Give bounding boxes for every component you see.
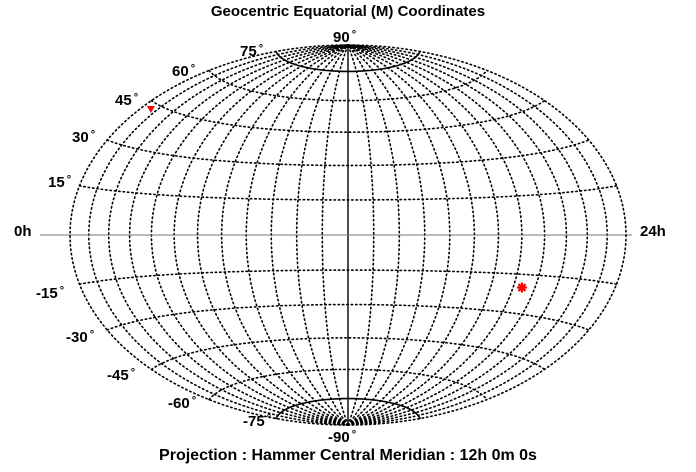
latitude-value: -90: [328, 429, 350, 446]
latitude-value: -30: [66, 329, 88, 346]
degree-symbol: °: [351, 29, 357, 41]
degree-symbol: °: [89, 329, 95, 341]
degree-symbol: °: [133, 92, 139, 104]
latitude-value: 15: [48, 174, 65, 191]
meridian-m135: [128, 44, 349, 426]
ra-right-label: 24h: [640, 223, 666, 240]
ra-left-label: 0h: [14, 223, 32, 240]
meridian-m15: [321, 44, 349, 426]
parallel-45: [150, 99, 546, 133]
latitude-label: -45 °: [107, 367, 136, 384]
degree-symbol: °: [66, 174, 72, 186]
degree-symbol: °: [90, 129, 96, 141]
degree-symbol: °: [351, 429, 357, 441]
latitude-value: -45: [107, 367, 129, 384]
degree-symbol: °: [258, 43, 264, 55]
latitude-value: 30: [72, 129, 89, 146]
latitude-value: -15: [36, 285, 58, 302]
degree-symbol: °: [266, 413, 272, 425]
latitude-value: -60: [168, 395, 190, 412]
latitude-value: 60: [172, 63, 189, 80]
map-boundary: [69, 44, 627, 426]
latitude-label: 15 °: [48, 174, 72, 191]
latitude-label: 45 °: [115, 92, 139, 109]
latitude-value: 75: [240, 43, 257, 60]
latitude-label: -75 °: [243, 413, 272, 430]
projection-info: Projection : Hammer Central Meridian : 1…: [159, 447, 537, 464]
latitude-label: -15 °: [36, 285, 65, 302]
latitude-value: 45: [115, 92, 132, 109]
star-marker: [516, 282, 527, 293]
latitude-label: -90 °: [328, 429, 357, 446]
latitude-label: 75 °: [240, 43, 264, 60]
latitude-value: -75: [243, 413, 265, 430]
degree-symbol: °: [191, 395, 197, 407]
latitude-label: -30 °: [66, 329, 95, 346]
map-title: Geocentric Equatorial (M) Coordinates: [210, 3, 486, 20]
triangle-marker: [146, 105, 155, 113]
degree-symbol: °: [130, 367, 136, 379]
latitude-label: -60 °: [168, 395, 197, 412]
meridian-135: [347, 44, 568, 426]
latitude-label: 60 °: [172, 63, 196, 80]
degree-symbol: °: [190, 63, 196, 75]
latitude-label: 90 °: [333, 29, 357, 46]
latitude-value: 90: [333, 29, 350, 46]
meridian-15: [347, 44, 375, 426]
latitude-label: 30 °: [72, 129, 96, 146]
degree-symbol: °: [59, 285, 65, 297]
